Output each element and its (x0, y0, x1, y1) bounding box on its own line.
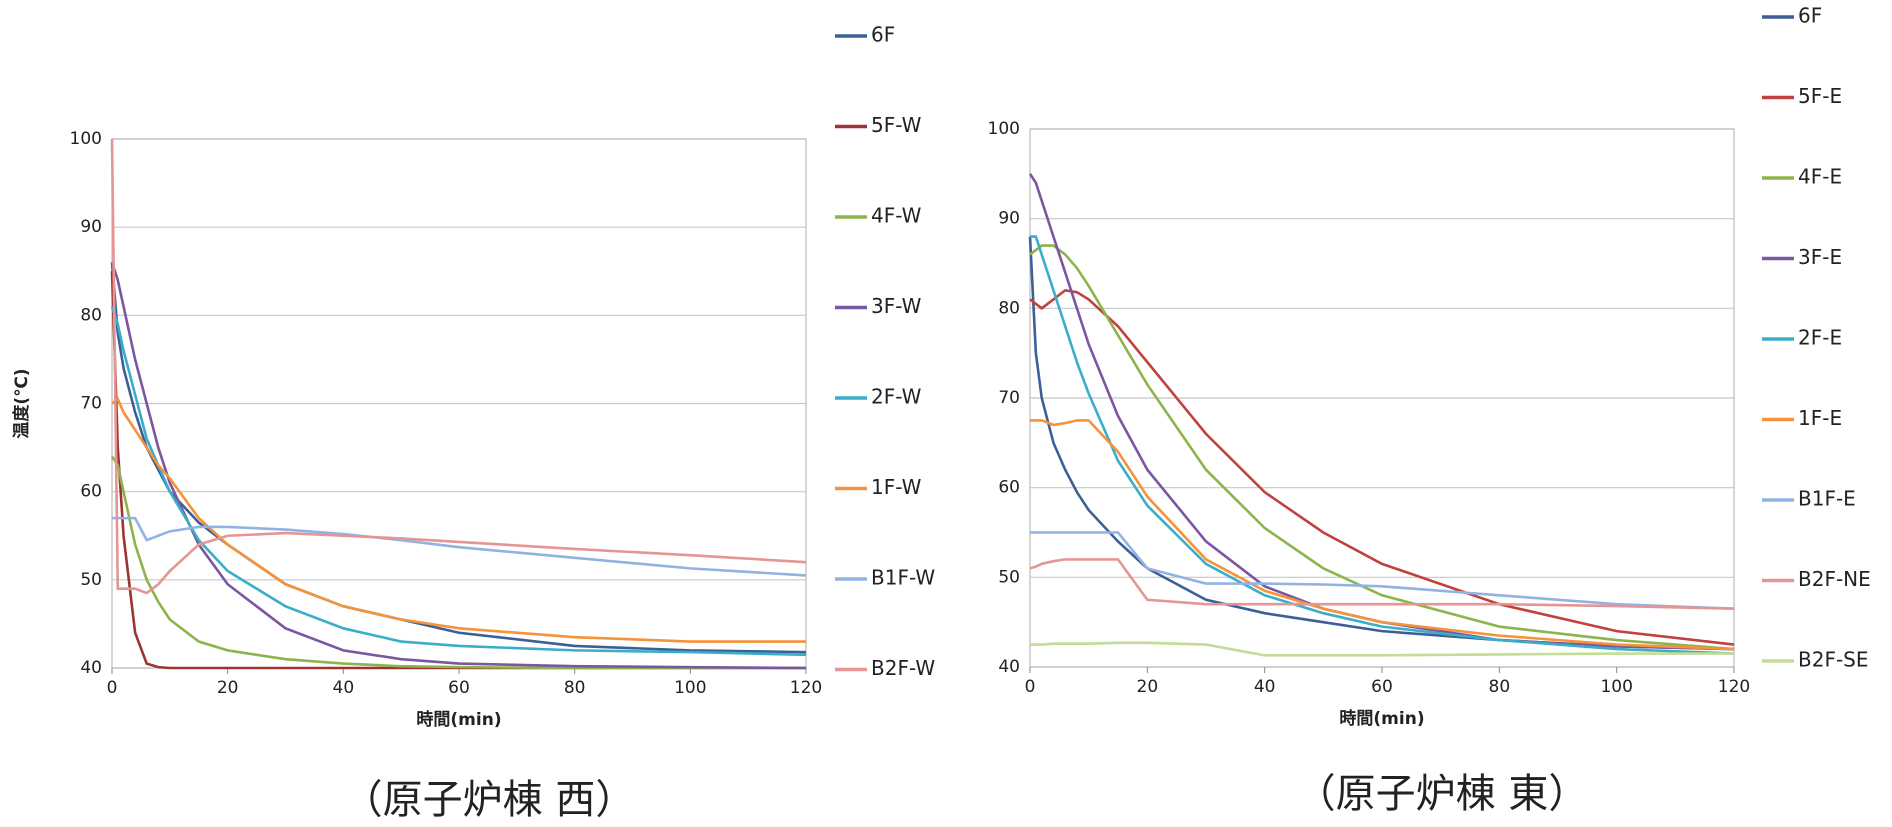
legend-label: 4F-E (1798, 165, 1842, 189)
x-tick-label: 80 (564, 678, 586, 698)
legend-label: 2F-E (1798, 326, 1842, 350)
series-line (110, 455, 806, 670)
x-axis-label: 時間(min) (1339, 708, 1424, 729)
legend-label: B2F-W (871, 656, 935, 680)
x-tick-label: 20 (1137, 677, 1159, 697)
series-line (111, 397, 806, 643)
legend-label: 5F-W (871, 113, 922, 137)
y-tick-label: 60 (998, 478, 1020, 498)
legend-label: 6F (1798, 4, 1822, 28)
x-axis-label: 時間(min) (416, 709, 501, 730)
series-line (110, 262, 807, 670)
legend-label: B1F-E (1798, 487, 1856, 511)
series-line (110, 138, 807, 595)
series-line (1029, 558, 1735, 611)
series-line (110, 306, 807, 657)
x-tick-label: 0 (1025, 677, 1036, 697)
x-tick-label: 60 (448, 678, 470, 698)
x-tick-label: 120 (1718, 677, 1750, 697)
legend-label: 2F-W (871, 385, 922, 409)
legend-label: 4F-W (871, 204, 922, 228)
legend-label: 3F-W (871, 294, 922, 318)
y-tick-label: 70 (80, 394, 102, 414)
series-line (1029, 244, 1735, 651)
legend-label: 1F-W (871, 475, 922, 499)
y-tick-label: 80 (998, 298, 1020, 318)
x-tick-label: 80 (1489, 677, 1511, 697)
legend-label: B1F-W (871, 566, 935, 590)
x-tick-label: 120 (790, 678, 822, 698)
chart-title: （原子炉棟 西） (343, 777, 636, 823)
y-tick-label: 40 (80, 658, 102, 678)
y-tick-label: 40 (998, 657, 1020, 677)
series-line (1030, 641, 1734, 657)
y-tick-label: 90 (80, 217, 102, 237)
series-line (1030, 531, 1735, 611)
legend-label: 1F-E (1798, 406, 1842, 430)
x-tick-label: 100 (674, 678, 706, 698)
y-tick-label: 100 (988, 119, 1020, 139)
x-tick-label: 20 (217, 678, 239, 698)
y-axis-label: 温度(℃) (11, 368, 32, 438)
legend-label: 5F-E (1798, 84, 1842, 108)
series-line (1028, 173, 1735, 651)
x-tick-label: 0 (107, 678, 118, 698)
x-tick-label: 40 (333, 678, 355, 698)
series-line (110, 262, 807, 654)
series-line (1030, 419, 1735, 651)
series-line (1028, 236, 1735, 651)
y-tick-label: 100 (70, 129, 102, 149)
series-line (110, 271, 806, 670)
y-tick-label: 50 (80, 570, 102, 590)
y-tick-label: 60 (80, 482, 102, 502)
series-line (1029, 289, 1735, 646)
y-tick-label: 90 (998, 209, 1020, 229)
legend-label: B2F-SE (1798, 648, 1869, 672)
y-tick-label: 70 (998, 388, 1020, 408)
series-line (112, 516, 807, 577)
x-tick-label: 100 (1600, 677, 1632, 697)
y-tick-label: 50 (998, 567, 1020, 587)
legend-label: 3F-E (1798, 245, 1842, 269)
legend-label: B2F-NE (1798, 567, 1871, 591)
chart-title: （原子炉棟 東） (1296, 771, 1589, 817)
series-line (1030, 235, 1735, 655)
legend-label: 6F (871, 23, 895, 47)
y-tick-label: 80 (80, 305, 102, 325)
x-tick-label: 40 (1254, 677, 1276, 697)
x-tick-label: 60 (1371, 677, 1393, 697)
